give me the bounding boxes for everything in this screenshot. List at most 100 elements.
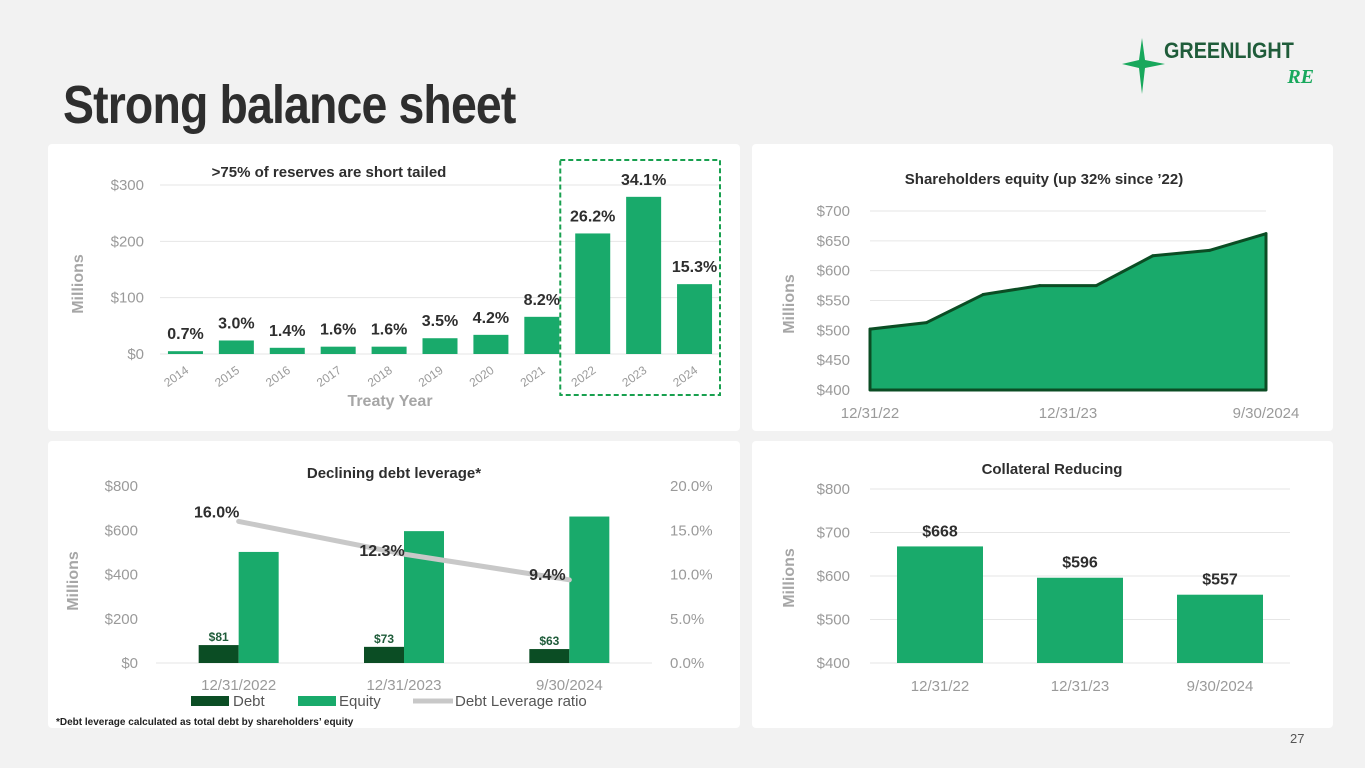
y-axis-label: Millions (781, 548, 798, 608)
bar-2014 (167, 351, 203, 354)
page-number: 27 (1290, 731, 1305, 746)
reserves-chart: $0 $100 $200 $300 0.7% 2014 3.0% 2015 1.4% 2016 1.… (70, 159, 721, 410)
chart-title: Collateral Reducing (982, 461, 1123, 478)
y-tick-label: $100 (111, 290, 144, 307)
equity-area (868, 232, 1268, 392)
y2-tick-label: 10.0% (670, 567, 713, 584)
y2-tick-label: 20.0% (670, 478, 713, 495)
page-title: Strong balance sheet (63, 75, 516, 135)
leverage-label: 16.0% (194, 504, 239, 521)
y-axis-label: Millions (65, 551, 82, 611)
star-burst-icon (1122, 38, 1165, 94)
y-tick-label: $400 (105, 567, 138, 584)
bar-2019 (422, 338, 458, 354)
y-tick-label: $200 (105, 611, 138, 628)
collateral-chart: $400 $500 $600 $700 $800 $668 12/31/22 $596 12/3… (781, 461, 1290, 695)
equity-bar (404, 531, 444, 663)
x-tick-label: 2022 (569, 363, 599, 390)
x-tick-label: 12/31/23 (1051, 678, 1109, 695)
y2-tick-label: 0.0% (670, 655, 704, 672)
bar-label-2014: 0.7% (167, 326, 203, 343)
bar-2016 (269, 347, 305, 354)
y-tick-label: $300 (111, 177, 144, 194)
equity-point-5 (1151, 254, 1155, 258)
equity-bar (238, 551, 279, 663)
equity-point-3 (1038, 284, 1042, 288)
collateral-bar (1177, 594, 1263, 663)
debt-bar-label: $63 (539, 634, 559, 648)
y2-tick-label: 15.0% (670, 522, 713, 539)
bar-2017 (320, 346, 356, 354)
y-tick-label: $500 (817, 322, 850, 339)
bar-label-2020: 4.2% (473, 310, 509, 327)
x-tick-label: 2021 (518, 363, 548, 390)
bar-2020 (473, 334, 509, 354)
x-tick-label: 12/31/23 (1039, 405, 1097, 422)
equity-point-0 (868, 327, 872, 331)
x-axis-label: Treaty Year (347, 393, 432, 410)
bar-label-2021: 8.2% (524, 292, 560, 309)
y-tick-label: $600 (817, 263, 850, 280)
y-axis-label: Millions (70, 254, 87, 314)
collateral-bar (897, 546, 983, 663)
bar-label-2022: 26.2% (570, 208, 615, 225)
debt-bar-label: $81 (209, 630, 229, 644)
legend-equity-swatch (298, 696, 336, 706)
x-tick-label: 2018 (365, 363, 395, 390)
chart-title: >75% of reserves are short tailed (212, 164, 447, 181)
equity-point-7 (1264, 232, 1268, 236)
y-tick-label: $700 (817, 203, 850, 220)
y-tick-label: $700 (817, 525, 850, 542)
bar-label-2019: 3.5% (422, 313, 458, 330)
x-tick-label: 12/31/22 (841, 405, 899, 422)
legend-debt-swatch (191, 696, 229, 706)
equity-point-4 (1094, 284, 1098, 288)
logo-text-re: RE (1287, 66, 1314, 88)
x-tick-label: 9/30/2024 (1233, 405, 1300, 422)
bar-label-2015: 3.0% (218, 315, 254, 332)
bar-2021 (524, 316, 560, 354)
equity-point-6 (1207, 248, 1211, 252)
x-tick-label: 2023 (619, 363, 649, 390)
y-tick-label: $0 (127, 346, 144, 363)
bar-label-2018: 1.6% (371, 322, 407, 339)
x-tick-label: 2024 (670, 363, 700, 390)
x-tick-label: 2015 (212, 363, 242, 390)
debt-bar (364, 646, 404, 663)
collateral-bar-label: $596 (1062, 555, 1098, 572)
y-tick-label: $650 (817, 233, 850, 250)
y2-tick-label: 5.0% (670, 611, 704, 628)
logo-text-greenlight: GREENLIGHT (1164, 38, 1294, 63)
y-tick-label: $500 (817, 612, 850, 629)
y-tick-label: $200 (111, 233, 144, 250)
legend-debt-label: Debt (233, 693, 266, 710)
y-tick-label: $0 (121, 655, 138, 672)
y-tick-label: $800 (105, 478, 138, 495)
x-tick-label: 9/30/2024 (536, 677, 603, 694)
legend-equity-label: Equity (339, 693, 381, 710)
collateral-bar-label: $668 (922, 523, 958, 540)
chart-title: Shareholders equity (up 32% since ’22) (905, 171, 1183, 188)
bar-2022 (575, 233, 611, 354)
bar-2023 (626, 196, 662, 354)
reserves-chart-panel: $0 $100 $200 $300 0.7% 2014 3.0% 2015 1.4% 2016 1.… (48, 144, 740, 431)
footnote: *Debt leverage calculated as total debt … (56, 717, 354, 728)
y-tick-label: $550 (817, 293, 850, 310)
leverage-label: 9.4% (529, 567, 565, 584)
x-tick-label: 9/30/2024 (1187, 678, 1254, 695)
y-axis-label: Millions (781, 274, 798, 334)
leverage-line (236, 518, 572, 583)
equity-chart: $400 $450 $500 $550 $600 $650 $700 12/31/22 12/3… (781, 171, 1300, 422)
equity-point-2 (981, 293, 985, 297)
y-tick-label: $450 (817, 352, 850, 369)
x-tick-label: 2014 (161, 363, 191, 390)
leverage-label: 12.3% (359, 543, 404, 560)
highlight-box (559, 159, 721, 396)
bar-2015 (218, 340, 254, 354)
bar-2024 (677, 284, 713, 354)
collateral-bar (1037, 577, 1123, 663)
equity-chart-panel: $400 $450 $500 $550 $600 $650 $700 12/31/22 12/3… (752, 144, 1333, 431)
y-tick-label: $400 (817, 655, 850, 672)
bar-label-2024: 15.3% (672, 259, 717, 276)
leverage-chart-panel: $0 $200 $400 $600 $800 0.0% 5.0% 10.0% 15.0% 20.0… (48, 441, 740, 728)
